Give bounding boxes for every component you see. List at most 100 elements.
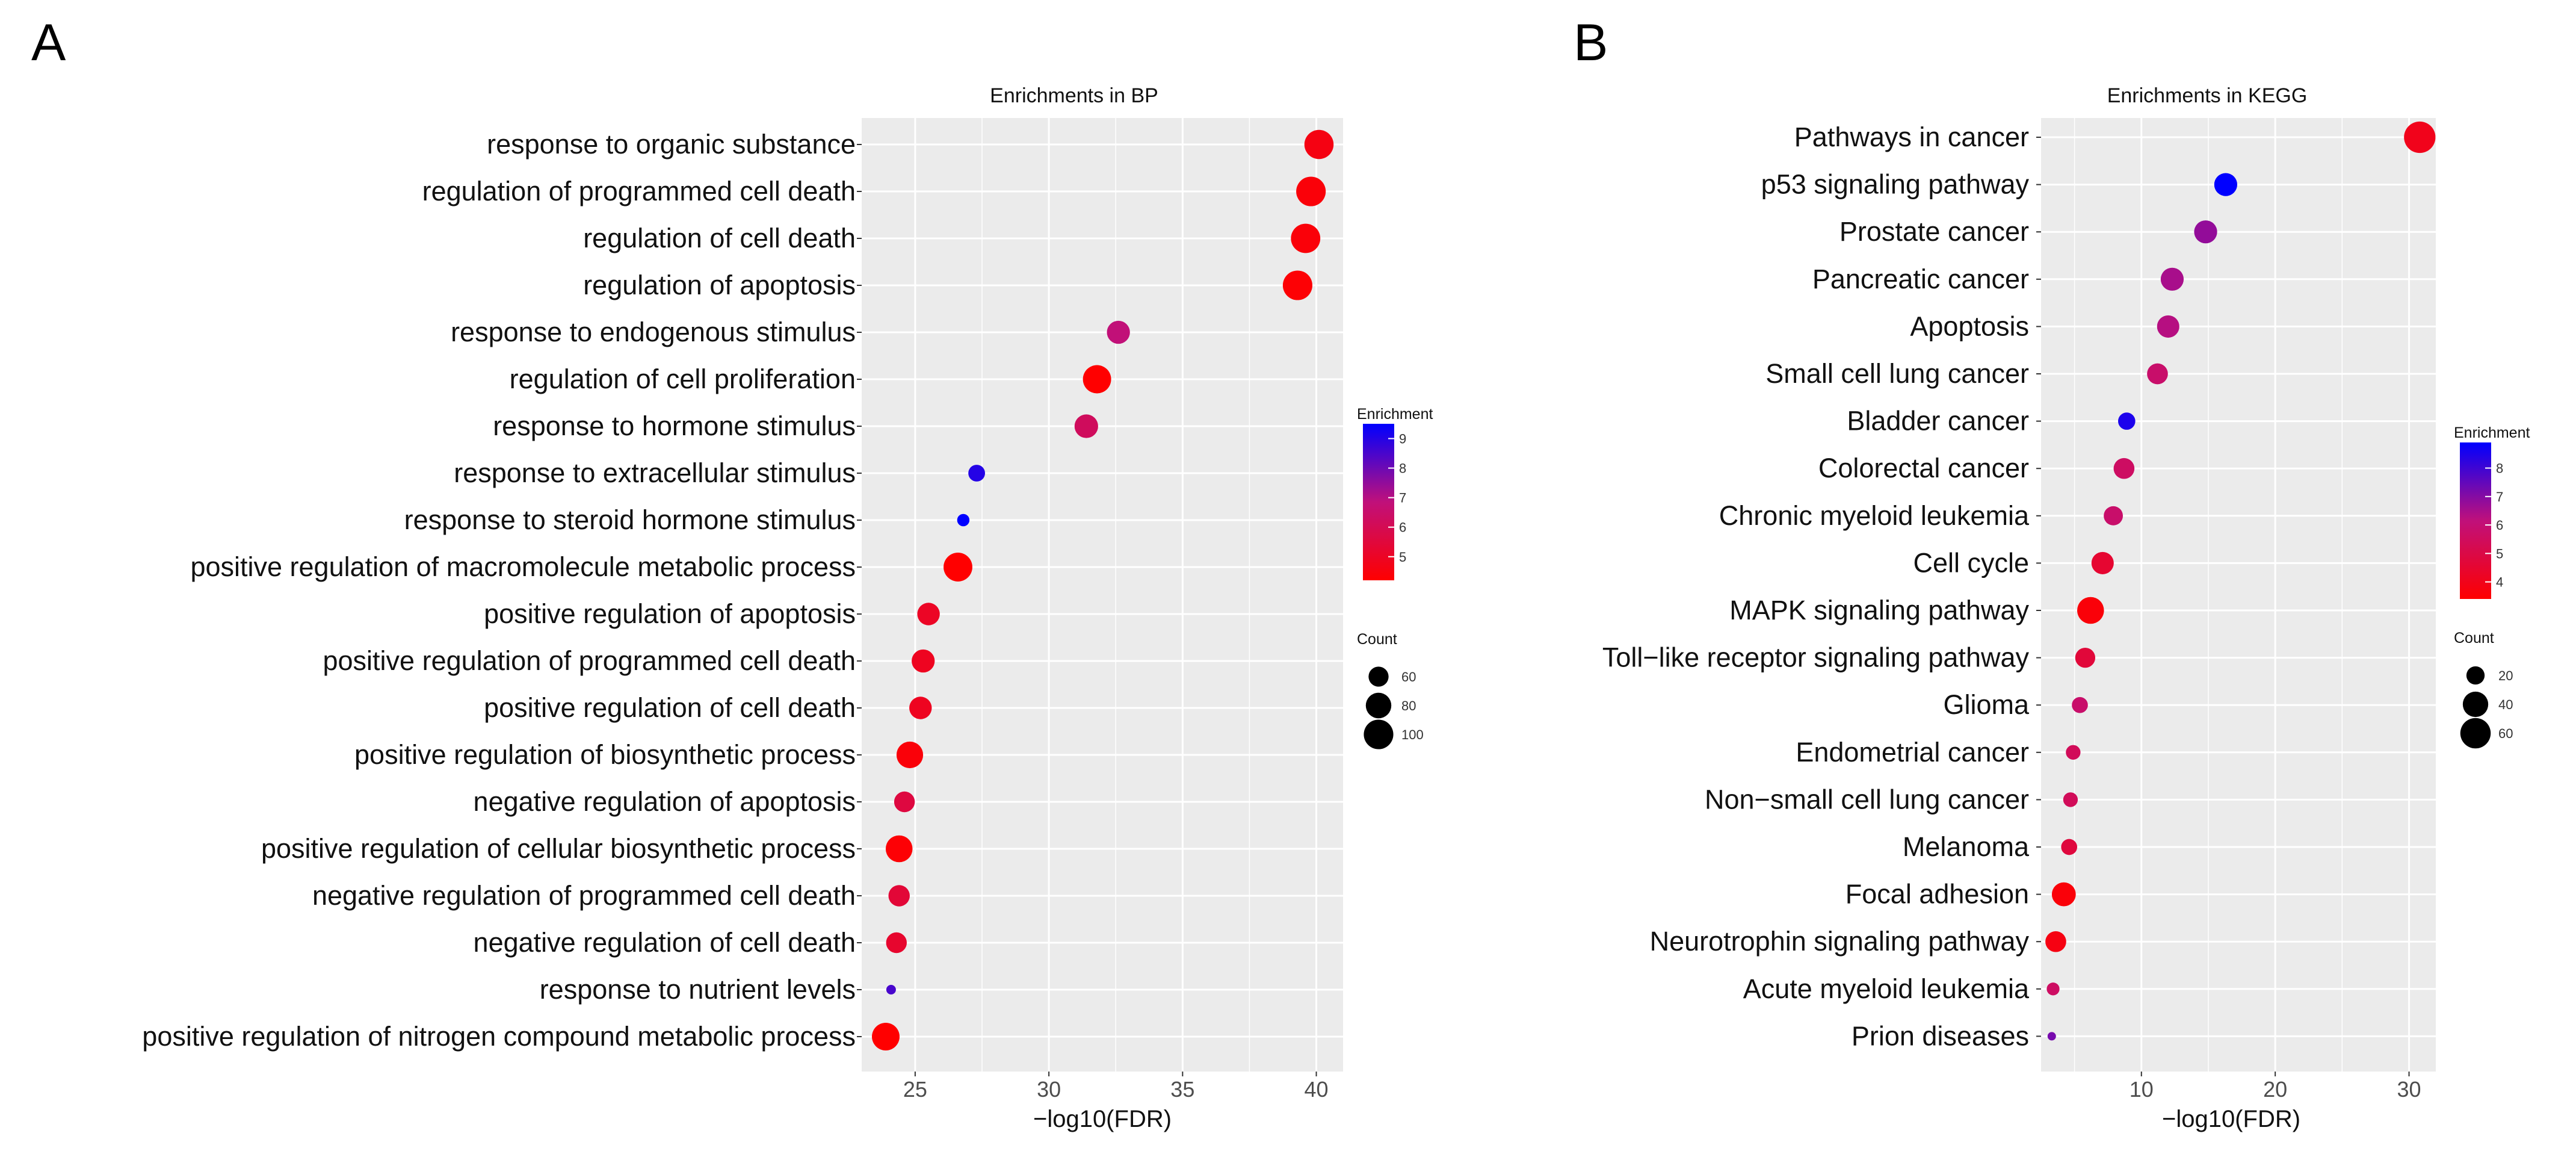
size-legend-label: 60	[2498, 726, 2513, 741]
color-bar-label: 5	[2496, 546, 2503, 561]
category-label: Bladder cancer	[1847, 406, 2029, 436]
data-point	[888, 885, 910, 907]
data-point	[2113, 458, 2135, 479]
legend-title: Enrichment	[2454, 424, 2530, 441]
data-point	[2157, 315, 2179, 338]
category-label: Non−small cell lung cancer	[1705, 784, 2029, 814]
color-bar-label: 6	[1399, 520, 1406, 535]
data-point	[2147, 363, 2168, 385]
color-bar-label: 7	[2496, 489, 2503, 504]
data-point	[1083, 365, 1111, 394]
category-label: positive regulation of macromolecule met…	[190, 551, 856, 582]
category-label: response to nutrient levels	[540, 974, 856, 1005]
data-point	[1291, 223, 1321, 253]
data-point	[1074, 414, 1098, 438]
category-label: p53 signaling pathway	[1761, 169, 2030, 200]
color-bar-label: 5	[1399, 550, 1406, 565]
data-point	[2104, 506, 2124, 526]
size-legend-label: 60	[1401, 669, 1416, 684]
data-point	[2160, 267, 2184, 291]
chart-bp-enrichment: Enrichments in BP response to organic su…	[142, 84, 1433, 1132]
color-bar	[2460, 442, 2491, 599]
x-tick-label: 20	[2263, 1077, 2287, 1102]
x-axis-label: −log10(FDR)	[1033, 1106, 1172, 1132]
category-label: Focal adhesion	[1846, 879, 2029, 910]
data-point	[2214, 173, 2237, 196]
data-point	[886, 932, 907, 954]
x-tick-label: 30	[2397, 1077, 2421, 1102]
category-label: regulation of apoptosis	[583, 270, 856, 300]
category-label: positive regulation of nitrogen compound…	[142, 1021, 856, 1052]
data-point	[2118, 412, 2136, 430]
category-label: response to endogenous stimulus	[451, 317, 856, 347]
category-label: negative regulation of programmed cell d…	[312, 880, 856, 911]
data-point	[912, 649, 935, 673]
legend-title: Count	[2454, 630, 2494, 647]
category-label: regulation of cell proliferation	[510, 364, 856, 394]
data-point	[909, 696, 932, 719]
category-labels: response to organic substance regulation …	[142, 129, 862, 1052]
data-point	[968, 465, 986, 482]
data-point	[2063, 792, 2078, 807]
category-label: MAPK signaling pathway	[1729, 595, 2029, 625]
data-point	[2066, 745, 2081, 760]
category-label: Melanoma	[1903, 831, 2030, 862]
data-point	[1107, 320, 1130, 344]
category-label: Apoptosis	[1910, 311, 2029, 341]
color-bar-label: 4	[2496, 575, 2503, 590]
count-legend: Count 20 40 60	[2454, 630, 2513, 749]
color-bar-label: 8	[2496, 461, 2503, 476]
data-point	[2051, 882, 2076, 907]
data-point	[2194, 220, 2217, 244]
category-label: positive regulation of programmed cell d…	[323, 645, 856, 676]
data-point	[886, 985, 896, 994]
data-point	[872, 1023, 900, 1050]
data-point	[894, 791, 915, 813]
data-point	[957, 513, 970, 527]
panel-letter-a: A	[31, 14, 66, 72]
category-label: negative regulation of apoptosis	[474, 786, 856, 817]
category-label: Glioma	[1943, 689, 2030, 720]
category-label: Small cell lung cancer	[1765, 358, 2029, 389]
x-axis-label: −log10(FDR)	[2162, 1106, 2300, 1132]
category-label: positive regulation of biosynthetic proc…	[354, 739, 856, 770]
data-point	[885, 835, 913, 863]
category-label: Endometrial cancer	[1796, 737, 2029, 768]
data-point	[896, 741, 924, 769]
category-label: Colorectal cancer	[1818, 453, 2029, 483]
data-point	[1296, 176, 1326, 206]
enrichment-legend: Enrichment 5 6 7 8 9	[1357, 406, 1433, 580]
category-labels: Pathways in cancer p53 signaling pathway P…	[1602, 122, 2041, 1051]
category-label: Pathways in cancer	[1794, 122, 2029, 152]
plot-grid	[2041, 118, 2436, 1072]
size-legend-dot	[1365, 692, 1392, 719]
category-label: regulation of cell death	[583, 223, 856, 253]
color-bar-label: 9	[1399, 432, 1406, 447]
data-point	[2046, 982, 2060, 996]
category-label: response to extracellular stimulus	[454, 458, 856, 488]
data-point	[1282, 270, 1313, 300]
x-tick-label: 30	[1037, 1077, 1061, 1102]
data-point	[944, 553, 972, 582]
size-legend-label: 20	[2498, 668, 2513, 683]
chart-title: Enrichments in BP	[990, 84, 1158, 107]
category-label: Prostate cancer	[1839, 216, 2029, 247]
category-label: negative regulation of cell death	[474, 927, 856, 958]
count-legend: Count 60 80 100	[1357, 631, 1424, 749]
category-label: response to organic substance	[487, 129, 856, 160]
plot-background	[862, 118, 1343, 1072]
size-legend-dot	[1364, 719, 1394, 749]
data-point	[2045, 931, 2066, 952]
legend-title: Enrichment	[1357, 406, 1433, 423]
color-bar	[1363, 424, 1394, 580]
legend-title: Count	[1357, 631, 1397, 648]
enrichment-legend: Enrichment 4 5 6 7 8	[2454, 424, 2530, 599]
x-tick-label: 25	[903, 1077, 927, 1102]
data-point	[1304, 129, 1334, 160]
x-tick-label: 10	[2130, 1077, 2154, 1102]
category-label: Pancreatic cancer	[1812, 264, 2029, 294]
plot-grid	[862, 118, 1343, 1072]
chart-title: Enrichments in KEGG	[2107, 84, 2308, 107]
category-label: regulation of programmed cell death	[422, 176, 856, 206]
data-point	[2404, 121, 2436, 154]
